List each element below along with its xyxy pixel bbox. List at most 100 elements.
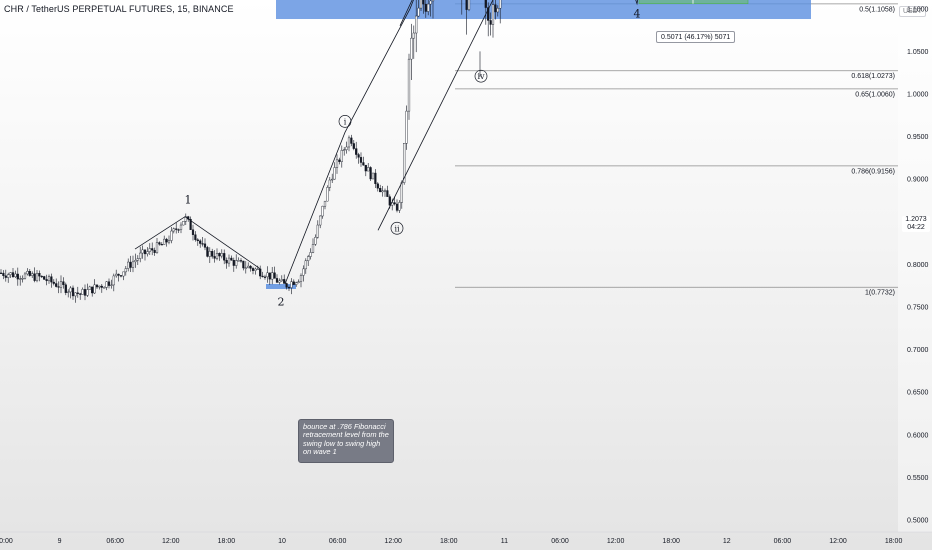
impulse-path [284,0,639,285]
candle-body [74,292,77,297]
fib-label: 0.65(1.0060) [855,91,895,98]
candle-body [316,224,319,238]
candle-body [352,143,355,149]
candle-body [170,230,173,241]
candle-body [275,278,279,283]
candle-body [295,282,298,285]
candle-body [242,260,245,269]
candle-body [100,285,103,288]
candle-body [110,284,113,286]
candle-body [26,271,29,275]
candle-body [208,251,211,257]
price-tick-label: 0.5000 [907,518,929,525]
candle-body [379,188,382,193]
candle-body [148,248,151,252]
candle-body [52,281,55,284]
candle-body [393,202,396,205]
wave-label: iv [477,72,485,81]
candle-body [9,272,12,275]
candle-body [7,274,10,278]
wave1-line [134,216,261,269]
currency-badge[interactable]: USDT [898,6,926,17]
candle-body [215,253,219,259]
candle-body [400,182,403,203]
candle-body [331,178,334,181]
candle-body [345,146,348,150]
time-tick-label: 18:00 [662,538,680,545]
fibonacci-retracement: -0.382(1.6926)-0.26(1.6114)0(1.4385)0.23… [455,3,898,297]
candle-body [326,187,329,202]
candle-body [55,283,58,287]
candle-body [364,164,367,172]
candle-body [283,279,286,284]
candle-body [11,272,15,278]
candle-body [38,272,41,277]
candle-body [237,260,240,262]
candle-body [254,268,257,271]
candle-body [43,276,46,280]
candle-body [280,279,283,282]
price-tick-label: 1.0000 [907,92,929,99]
wave-label: i [344,117,347,126]
candle-body [287,287,291,289]
candle-body [91,286,94,294]
candle-body [489,20,492,25]
price-tick-label: 1.0500 [907,49,929,56]
candle-body [429,0,432,5]
wave-circle [390,221,404,235]
candle-body [415,15,418,34]
candle-body [124,268,127,273]
candle-body [165,238,168,243]
time-tick-label: 10 [278,538,286,545]
candle-body [189,218,192,230]
bar-countdown: 04:22 [907,224,925,231]
candle-body [261,275,264,278]
time-tick-label: 12 [723,538,731,545]
zones [266,0,811,289]
candle-body [335,159,339,168]
candle-body [57,286,60,288]
candle-body [146,251,149,255]
candle-body [465,0,468,10]
candle-body [211,251,214,257]
candle-body [40,275,43,278]
candle-body [143,249,147,255]
wave-label: 1 [185,193,192,206]
candle-body [338,159,341,162]
candle-body [64,284,67,293]
candle-body [431,0,435,2]
candle-body [314,237,317,245]
candle-body [494,4,497,13]
candle-body [232,260,235,266]
candle-body [62,281,65,285]
candle-body [95,284,99,288]
bounce-callout-note[interactable]: bounce at .786 Fibonacci retracement lev… [298,419,394,463]
candle-body [249,265,252,269]
candle-body [328,179,331,188]
price-tick-label: 1.1000 [907,6,929,13]
candle-body [67,291,70,293]
fib-label: 0.5(1.1058) [859,6,895,13]
candle-body [407,58,411,112]
channel-line-lower [377,0,494,231]
candle-body [273,272,276,279]
symbol-title: CHR / TetherUS PERPETUAL FUTURES, 15, BI… [4,4,234,14]
candle-body [225,259,228,264]
candle-body [182,221,185,226]
candle-body [244,267,247,269]
candle-body [160,244,163,246]
candle-body [239,260,243,262]
candle-body [297,281,300,283]
candle-body [398,202,401,211]
wave-label: 2 [278,295,285,308]
wave-circle [474,69,488,83]
candle-body [307,256,310,261]
candle-body [184,216,187,222]
candle-body [2,272,5,276]
candle-body [220,253,223,257]
candle-body [93,284,96,294]
candle-body [268,272,271,280]
time-tick-label: 9 [58,538,62,545]
price-axis: 1.65001.60001.55001.50001.45001.40001.35… [898,0,932,532]
